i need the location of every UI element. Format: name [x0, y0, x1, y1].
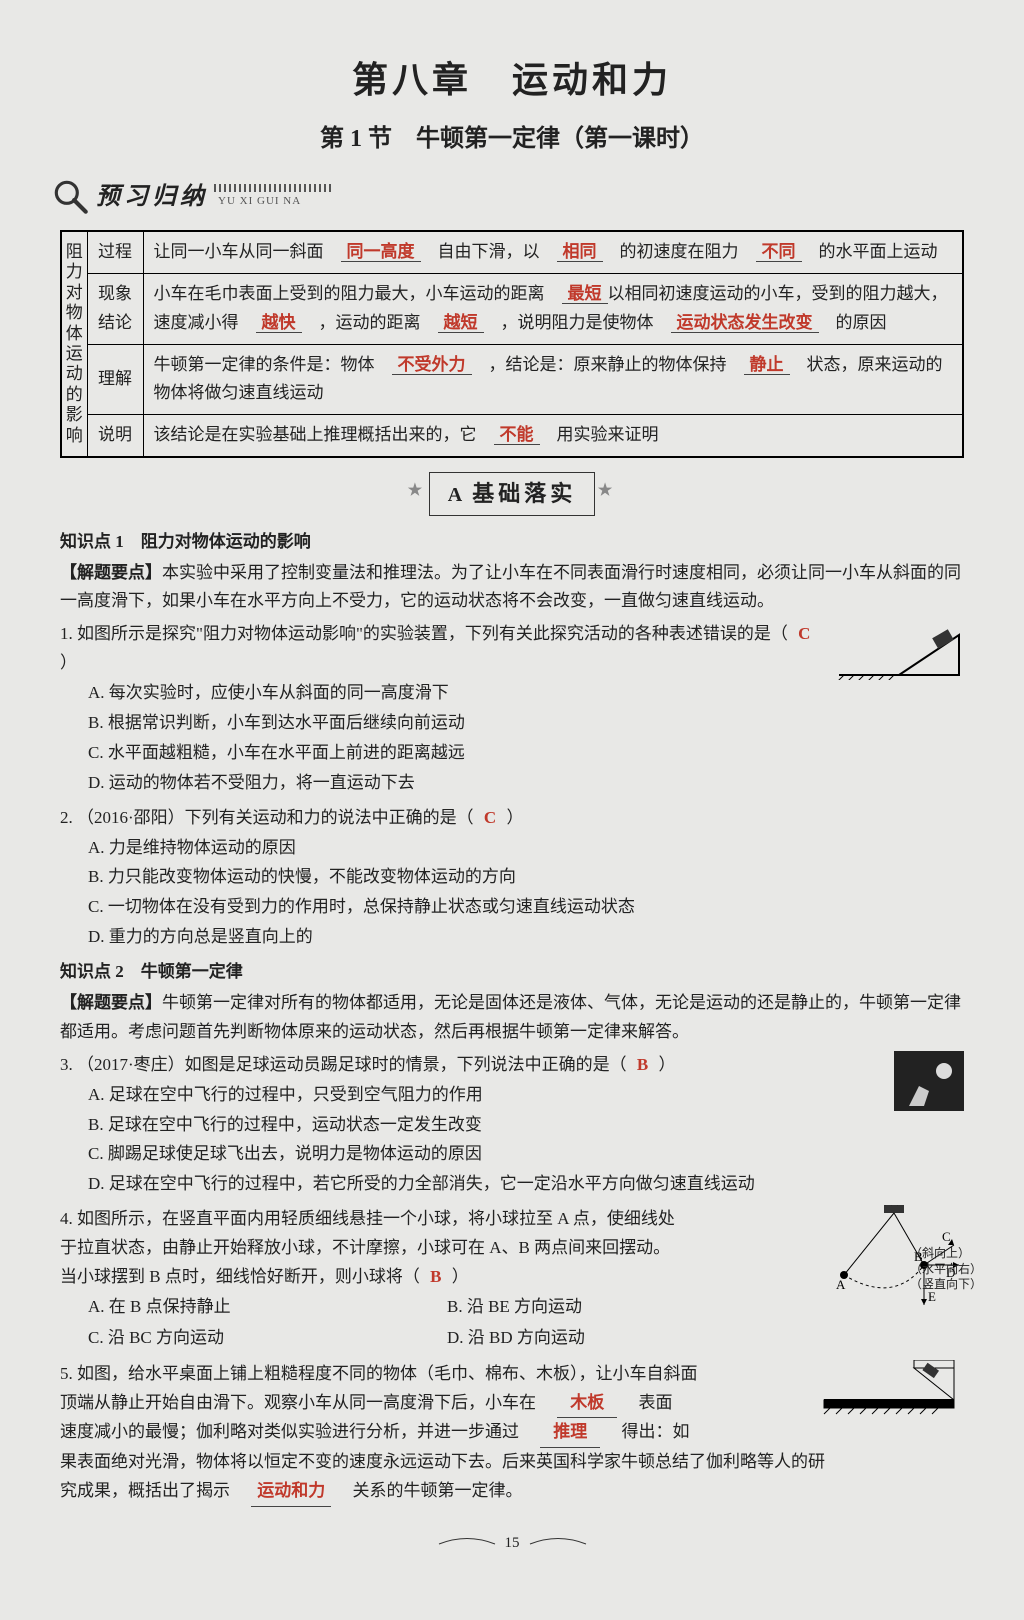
tip-label: 【解题要点】 — [60, 993, 162, 1012]
q5-blank-1: 木板 — [557, 1389, 617, 1419]
chapter-title: 第八章 运动和力 — [60, 50, 964, 111]
question-5: 5. 如图，给水平桌面上铺上粗糙程度不同的物体（毛巾、棉布、木板），让小车自斜面… — [60, 1360, 964, 1507]
row-label: 现象结论 — [87, 273, 143, 344]
page-number: 15 — [60, 1531, 964, 1560]
preview-pinyin: YU XI GUI NA — [218, 192, 334, 211]
q5-line: 速度减小的最慢；伽利略对类似实验进行分析，并进一步通过 — [60, 1422, 536, 1441]
q2-opt-C: C. 一切物体在没有受到力的作用时，总保持静止状态或匀速直线运动状态 — [88, 893, 964, 922]
summary-table: 阻力对物体运动的影响 过程 让同一小车从同一斜面 同一高度 自由下滑，以 相同 … — [60, 230, 964, 458]
q2-opt-D: D. 重力的方向总是竖直向上的 — [88, 923, 964, 952]
deco-left-icon — [437, 1537, 497, 1551]
q3-opt-A: A. 足球在空中飞行的过程中，只受到空气阻力的作用 — [88, 1081, 964, 1110]
tip-2: 【解题要点】牛顿第一定律对所有的物体都适用，无论是固体还是液体、气体，无论是运动… — [60, 989, 964, 1047]
svg-text:C: C — [942, 1229, 951, 1244]
q3-opt-D: D. 足球在空中飞行的过程中，若它所受的力全部消失，它一定沿水平方向做匀速直线运… — [88, 1170, 964, 1199]
q4-close: ） — [452, 1267, 469, 1286]
q4-opt-C: C. 沿 BC 方向运动 — [88, 1324, 447, 1353]
preview-label: 预习归纳 — [96, 177, 208, 218]
tip-1: 【解题要点】本实验中采用了控制变量法和推理法。为了让小车在不同表面滑行时速度相同… — [60, 559, 964, 617]
q3-opt-B: B. 足球在空中飞行的过程中，运动状态一定发生改变 — [88, 1111, 964, 1140]
tip-label: 【解题要点】 — [60, 563, 162, 582]
q4-stem-line: 当小球摆到 B 点时，细线恰好断开，则小球将（ — [60, 1267, 420, 1286]
q5-line: 得出：如 — [605, 1422, 690, 1441]
dir-label: （斜向上） — [910, 1246, 1024, 1262]
q1-opt-C: C. 水平面越粗糙，小车在水平面上前进的距离越远 — [88, 739, 964, 768]
question-2: 2. （2016·邵阳）下列有关运动和力的说法中正确的是（ C ） A. 力是维… — [60, 804, 964, 952]
deco-right-icon — [528, 1537, 588, 1551]
q4-opt-B: B. 沿 BE 方向运动 — [447, 1293, 806, 1322]
ramp-figure-icon — [814, 1360, 964, 1420]
page-number-text: 15 — [505, 1531, 520, 1557]
tip-text: 牛顿第一定律对所有的物体都适用，无论是固体还是液体、气体，无论是运动的还是静止的… — [60, 993, 961, 1041]
q3-answer: B — [631, 1055, 654, 1074]
row-content: 小车在毛巾表面上受到的阻力最大，小车运动的距离 最短以相同初速度运动的小车，受到… — [143, 273, 963, 344]
row-label: 说明 — [87, 415, 143, 457]
svg-text:A: A — [836, 1277, 846, 1292]
q5-line: 果表面绝对光滑，物体将以恒定不变的速度永远运动下去。后来英国科学家牛顿总结了伽利… — [60, 1448, 964, 1477]
badge-letter: A — [448, 484, 466, 506]
q5-line: 关系的牛顿第一定律。 — [336, 1481, 523, 1500]
q1-answer: C — [792, 624, 816, 643]
q2-close: ） — [506, 808, 523, 827]
q3-opt-C: C. 脚踢足球使足球飞出去，说明力是物体运动的原因 — [88, 1140, 964, 1169]
table-vertical-label: 阻力对物体运动的影响 — [61, 231, 87, 457]
q1-opt-D: D. 运动的物体若不受阻力，将一直运动下去 — [88, 769, 964, 798]
preview-banner: 预习归纳 YU XI GUI NA — [50, 176, 334, 218]
q4-opt-D: D. 沿 BD 方向运动 — [447, 1324, 806, 1353]
q3-close: ） — [659, 1055, 676, 1074]
q5-blank-3: 运动和力 — [251, 1477, 331, 1507]
q5-line: 表面 — [622, 1393, 673, 1412]
knowledge-point-1-title: 知识点 1 阻力对物体运动的影响 — [60, 528, 964, 557]
q4-opt-A: A. 在 B 点保持静止 — [88, 1293, 447, 1322]
q2-answer: C — [478, 808, 502, 827]
dir-label: （水平向右） — [910, 1262, 1024, 1278]
question-1: 1. 如图所示是探究"阻力对物体运动影响"的实验装置，下列有关此探究活动的各种表… — [60, 620, 964, 797]
magnifier-icon — [50, 176, 92, 218]
pendulum-figure: A B C D E （斜向上） （水平向右） （竖直向下） — [814, 1205, 964, 1315]
q1-stem: 1. 如图所示是探究"阻力对物体运动影响"的实验装置，下列有关此探究活动的各种表… — [60, 624, 788, 643]
knowledge-point-2-title: 知识点 2 牛顿第一定律 — [60, 958, 964, 987]
row-label: 理解 — [87, 344, 143, 415]
badge-label: 基础落实 — [472, 481, 576, 506]
q4-answer: B — [424, 1267, 447, 1286]
q3-stem: 3. （2017·枣庄）如图是足球运动员踢足球时的情景，下列说法中正确的是（ — [60, 1055, 627, 1074]
row-content: 牛顿第一定律的条件是：物体 不受外力 ，结论是：原来静止的物体保持 静止 状态，… — [143, 344, 963, 415]
section-badge: A 基础落实 — [60, 472, 964, 515]
q1-opt-A: A. 每次实验时，应使小车从斜面的同一高度滑下 — [88, 679, 964, 708]
section-title: 第 1 节 牛顿第一定律（第一课时） — [60, 119, 964, 160]
q2-opt-B: B. 力只能改变物体运动的快慢，不能改变物体运动的方向 — [88, 863, 964, 892]
q2-stem: 2. （2016·邵阳）下列有关运动和力的说法中正确的是（ — [60, 808, 474, 827]
q5-blank-2: 推理 — [540, 1418, 600, 1448]
q2-opt-A: A. 力是维持物体运动的原因 — [88, 834, 964, 863]
row-content: 该结论是在实验基础上推理概括出来的，它 不能 用实验来证明 — [143, 415, 963, 457]
question-3: 3. （2017·枣庄）如图是足球运动员踢足球时的情景，下列说法中正确的是（ B… — [60, 1051, 964, 1199]
tip-text: 本实验中采用了控制变量法和推理法。为了让小车在不同表面滑行时速度相同，必须让同一… — [60, 563, 961, 611]
dir-label: （竖直向下） — [910, 1277, 1024, 1293]
q5-line: 究成果，概括出了揭示 — [60, 1481, 247, 1500]
question-4: A B C D E （斜向上） （水平向右） （竖直向下） 4. 如图所示，在竖… — [60, 1205, 964, 1353]
row-content: 让同一小车从同一斜面 同一高度 自由下滑，以 相同 的初速度在阻力 不同 的水平… — [143, 231, 963, 273]
row-label: 过程 — [87, 231, 143, 273]
soccer-figure-icon — [894, 1051, 964, 1111]
slope-figure-icon — [834, 620, 964, 680]
q5-line: 顶端从静止开始自由滑下。观察小车从同一高度滑下后，小车在 — [60, 1393, 553, 1412]
q1-opt-B: B. 根据常识判断，小车到达水平面后继续向前运动 — [88, 709, 964, 738]
q1-close: ） — [60, 653, 77, 672]
